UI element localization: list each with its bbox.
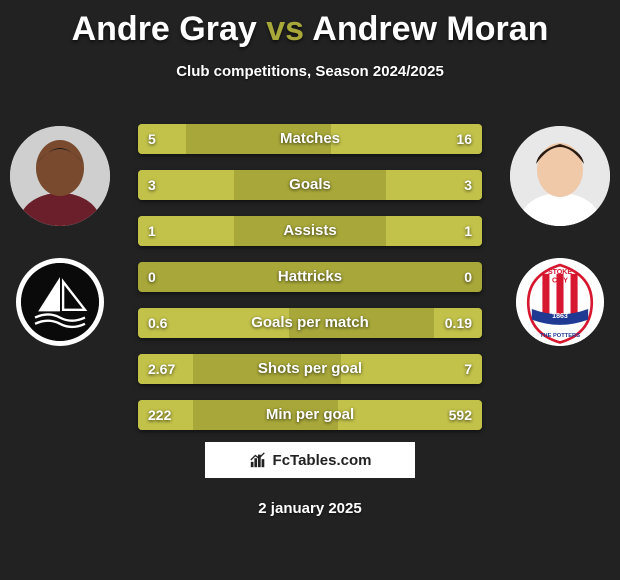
stats-panel: 516Matches 33Goals 11Assists 00Hattricks 0.6… [138, 124, 482, 446]
stat-row: 0.60.19Goals per match [138, 308, 482, 338]
player1-name: Andre Gray [72, 10, 257, 48]
vs-text: vs [266, 10, 304, 48]
stat-row: 11Assists [138, 216, 482, 246]
player2-name: Andrew Moran [312, 10, 548, 48]
stat-row: 00Hattricks [138, 262, 482, 292]
stat-label: Goals [138, 170, 482, 200]
stat-label: Matches [138, 124, 482, 154]
fctables-logo-icon [249, 451, 267, 469]
subtitle: Club competitions, Season 2024/2025 [0, 63, 620, 80]
stat-row: 2.677Shots per goal [138, 354, 482, 384]
svg-text:CITY: CITY [552, 278, 568, 285]
generated-date: 2 january 2025 [0, 500, 620, 517]
stat-label: Goals per match [138, 308, 482, 338]
brand-text: FcTables.com [273, 452, 372, 469]
stat-label: Shots per goal [138, 354, 482, 384]
brand-badge: FcTables.com [205, 442, 415, 478]
stat-row: 33Goals [138, 170, 482, 200]
player1-club-badge [16, 258, 104, 346]
svg-text:THE POTTERS: THE POTTERS [540, 333, 580, 339]
stat-row: 222592Min per goal [138, 400, 482, 430]
player2-club-badge: STOKE CITY 1863 THE POTTERS [516, 258, 604, 346]
svg-text:1863: 1863 [552, 313, 568, 320]
stat-label: Assists [138, 216, 482, 246]
stat-label: Min per goal [138, 400, 482, 430]
stat-label: Hattricks [138, 262, 482, 292]
comparison-title: Andre Gray vs Andrew Moran [0, 0, 620, 49]
svg-text:STOKE: STOKE [548, 269, 572, 276]
player1-avatar [10, 126, 110, 226]
stat-row: 516Matches [138, 124, 482, 154]
player2-avatar [510, 126, 610, 226]
